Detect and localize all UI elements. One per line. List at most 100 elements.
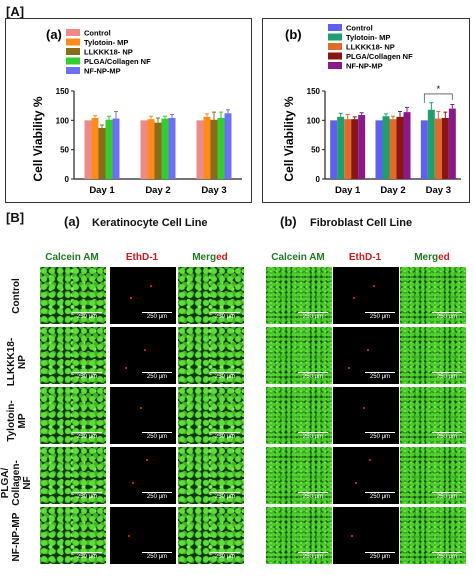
scale-bar-line (432, 371, 462, 373)
merged-green-part: Merg (414, 252, 439, 263)
micrograph-merged: 250 μm (400, 387, 466, 444)
legend-label: PLGA/Collagen NF (84, 57, 151, 66)
legend-label: NF-NP-MP (84, 67, 121, 76)
bar (375, 120, 383, 179)
scale-bar-label: 250 μm (76, 554, 98, 560)
micrograph-merged: 250 μm (400, 327, 466, 384)
bar (91, 117, 99, 179)
scale-bar-label: 250 μm (214, 554, 236, 560)
scale-bar-label: 250 μm (146, 314, 168, 320)
legend-swatch (328, 62, 342, 69)
legend-swatch (328, 33, 342, 41)
scale-bar-label: 250 μm (436, 374, 458, 380)
y-axis-label: Cell Viability % (31, 96, 45, 181)
scale-bar-label: 250 μm (436, 494, 458, 500)
row-label-llkkk18: LLKKK18- NP (6, 337, 28, 387)
scale-bar-label: 250 μm (369, 494, 391, 500)
bar (337, 116, 345, 179)
micrograph-merged: 250 μm (178, 387, 244, 444)
scale-bar: 250 μm (298, 551, 328, 562)
bar (98, 127, 106, 179)
panel-b-tag: [B] (6, 210, 25, 225)
chart-panel-tag: (a) (46, 27, 62, 42)
x-tick-label: Day 3 (201, 185, 226, 196)
micrograph-ethd: 250 μm (110, 507, 176, 564)
scale-bar-line (432, 551, 462, 553)
x-tick-label: Day 2 (380, 185, 405, 196)
bar (154, 122, 162, 179)
scale-bar-label: 250 μm (146, 554, 168, 560)
legend-label: Control (84, 29, 111, 38)
dead-cell-dot (130, 297, 132, 299)
scale-bar-label: 250 μm (146, 434, 168, 440)
scale-bar-line (298, 551, 328, 553)
micrograph-ethd: 250 μm (110, 447, 176, 504)
scale-bar: 250 μm (365, 371, 395, 382)
scale-bar-line (210, 431, 240, 433)
bar (389, 119, 397, 179)
bar (344, 119, 352, 179)
significance-bracket (423, 93, 453, 103)
y-tick-label: 50 (311, 146, 320, 155)
bar (427, 109, 435, 179)
scale-bar-label: 250 μm (214, 434, 236, 440)
scale-bar: 250 μm (432, 311, 462, 322)
scale-bar-label: 250 μm (302, 314, 324, 320)
scale-bar-line (432, 491, 462, 493)
scale-bar: 250 μm (142, 551, 172, 562)
legend-label: NF-NP-MP (346, 62, 383, 71)
scale-bar: 250 μm (298, 431, 328, 442)
col-ethd-b: EthD-1 (348, 252, 382, 263)
scale-bar-label: 250 μm (146, 494, 168, 500)
dead-cell-dot (125, 367, 127, 369)
legend-swatch (328, 52, 342, 60)
scale-bar: 250 μm (210, 551, 240, 562)
scale-bar: 250 μm (210, 311, 240, 322)
scale-bar-line (210, 551, 240, 553)
bar (434, 118, 442, 179)
scale-bar: 250 μm (365, 311, 395, 322)
y-tick-label: 0 (65, 175, 70, 184)
legend-label: Control (346, 24, 373, 33)
panel-a-tag: [A] (6, 4, 25, 19)
legend-label: LLKKK18- NP (346, 43, 395, 52)
scale-bar-line (210, 311, 240, 313)
dead-cell-dot (367, 349, 369, 351)
bar (147, 119, 155, 179)
legend-swatch (66, 29, 80, 36)
micrograph-calcein: 250 μm (40, 447, 106, 504)
scale-bar-label: 250 μm (369, 554, 391, 560)
scale-bar-line (298, 491, 328, 493)
micrograph-ethd: 250 μm (333, 447, 399, 504)
micrograph-ethd: 250 μm (110, 387, 176, 444)
scale-bar-line (298, 371, 328, 373)
dead-cell-dot (132, 482, 134, 484)
scale-bar-label: 250 μm (214, 314, 236, 320)
bar (112, 118, 120, 179)
scale-bar-label: 250 μm (76, 314, 98, 320)
bar (196, 120, 204, 179)
chart-panel-tag: (b) (285, 27, 302, 42)
dead-cell-dot (140, 407, 142, 409)
legend-label: Tylotoin- MP (346, 33, 390, 42)
scale-bar-label: 250 μm (369, 374, 391, 380)
bar (105, 119, 113, 179)
scale-bar-line (142, 491, 172, 493)
col-calcein-b: Calcein AM (271, 252, 325, 263)
dead-cell-dot (355, 482, 357, 484)
scale-bar: 250 μm (210, 491, 240, 502)
row-label-nf-np-mp: NF-NP-MP (11, 512, 22, 562)
y-tick-label: 100 (56, 116, 70, 125)
micrograph-ethd: 250 μm (110, 327, 176, 384)
legend-swatch (66, 57, 80, 65)
scale-bar-line (142, 371, 172, 373)
col-merged-a: Merged (178, 252, 242, 263)
scale-bar-label: 250 μm (214, 374, 236, 380)
scale-bar-line (142, 431, 172, 433)
scale-bar-line (365, 371, 395, 373)
bar (396, 116, 404, 179)
legend-swatch (66, 48, 80, 55)
scale-bar: 250 μm (365, 431, 395, 442)
col-ethd-a: EthD-1 (125, 252, 159, 263)
micrograph-merged: 250 μm (400, 447, 466, 504)
